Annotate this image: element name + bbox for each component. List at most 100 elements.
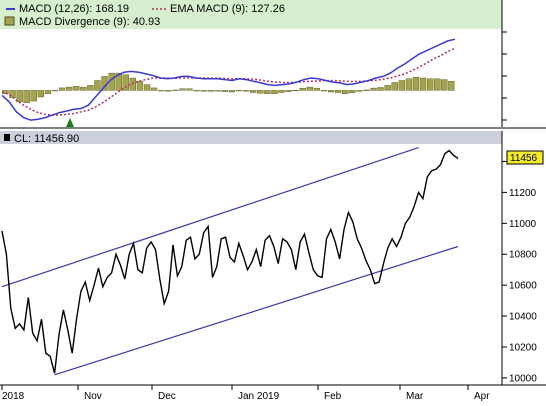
divergence-bar	[115, 72, 122, 91]
price-header-label: CL: 11456.90	[14, 133, 79, 145]
price-axis-label: 10400	[509, 312, 537, 323]
divergence-bar	[448, 81, 455, 91]
x-axis-label: Apr	[474, 391, 490, 402]
x-axis-label: Dec	[158, 391, 176, 402]
macd-panel: MACD (12,26): 168.19 EMA MACD (9): 127.2…	[0, 0, 507, 127]
price-header: CL: 11456.90	[0, 131, 502, 145]
divergence-bar	[419, 77, 427, 91]
x-axis-label: Nov	[84, 391, 102, 402]
x-axis-label: Jan 2019	[238, 391, 280, 402]
divergence-bar	[235, 90, 243, 92]
divergence-bar	[51, 90, 59, 92]
divergence-bar	[441, 79, 448, 91]
divergence-bar	[264, 90, 271, 94]
price-axis-label: 11000	[509, 219, 537, 230]
divergence-bar	[292, 89, 299, 91]
x-axis-label: Mar	[406, 391, 424, 402]
divergence-bar	[165, 90, 172, 92]
price-axis-label: 10800	[509, 250, 537, 261]
divergence-bar	[384, 85, 391, 91]
divergence-bar	[16, 90, 23, 103]
divergence-bar	[94, 80, 101, 91]
price-axis-label: 11200	[509, 188, 537, 199]
last-price-badge-text: 11456	[510, 153, 538, 164]
price-line	[1, 149, 459, 374]
divergence-bar	[157, 90, 165, 92]
divergence-bar	[23, 90, 30, 104]
divergence-bar	[150, 87, 158, 91]
price-axis-label: 10200	[509, 343, 537, 354]
divergence-bar	[193, 90, 200, 92]
price-panel: 10000 10200 10400 10600 10800 11000 11200 1145…	[1, 131, 544, 385]
divergence-bar	[228, 90, 236, 93]
macd-axis-ticks	[502, 31, 507, 121]
divergence-bar	[335, 90, 342, 93]
x-axis-label: Feb	[324, 391, 342, 402]
ema-macd-line	[1, 47, 456, 116]
divergence-bar	[58, 87, 66, 91]
divergence-bar	[320, 90, 328, 92]
macd-plot-area	[0, 29, 502, 127]
macd-legend-label: MACD (12,26): 168.19	[19, 3, 129, 15]
divergence-bar	[257, 90, 264, 94]
divergence-bar	[299, 88, 306, 91]
divergence-bar	[87, 85, 94, 91]
divergence-bar	[44, 90, 52, 94]
divergence-bar	[172, 89, 179, 91]
divergence-bar	[136, 81, 144, 91]
divergence-bar	[143, 84, 151, 91]
x-axis-label: 2018	[2, 391, 25, 402]
divergence-bar	[370, 87, 377, 91]
divergence-bar	[278, 90, 285, 93]
divergence-bar	[391, 82, 398, 91]
price-header-bg	[0, 131, 502, 144]
divergence-bar	[186, 88, 193, 91]
divergence-legend-label: MACD Divergence (9): 40.93	[19, 16, 160, 28]
macd-divergence-bars	[2, 72, 455, 104]
divergence-bar	[200, 90, 207, 92]
last-price-badge	[506, 150, 544, 165]
divergence-legend-swatch	[4, 16, 15, 26]
signal-marker-up-icon	[66, 118, 74, 127]
divergence-bar	[214, 90, 221, 92]
divergence-bar	[342, 90, 349, 94]
divergence-bar	[313, 88, 320, 91]
channel-lower-line	[54, 245, 459, 376]
divergence-bar	[377, 87, 384, 91]
macd-line	[1, 38, 456, 121]
divergence-bar	[427, 78, 434, 91]
divergence-bar	[129, 77, 136, 91]
divergence-bar	[434, 78, 441, 91]
divergence-bar	[405, 78, 413, 91]
divergence-bar	[9, 90, 16, 99]
divergence-bar	[363, 89, 370, 91]
divergence-bar	[306, 86, 313, 91]
divergence-bar	[398, 80, 405, 91]
divergence-bar	[249, 90, 257, 93]
divergence-bar	[285, 90, 292, 92]
divergence-bar	[73, 85, 80, 91]
ema-legend-label: EMA MACD (9): 127.26	[170, 3, 285, 15]
divergence-bar	[122, 74, 129, 91]
divergence-bar	[65, 86, 73, 91]
divergence-bar	[179, 88, 186, 91]
price-y-axis: 10000 10200 10400 10600 10800 11000 11200	[502, 160, 537, 384]
divergence-bar	[356, 90, 363, 92]
x-axis: 2018 Nov Dec Jan 2019 Feb Mar Apr	[1, 385, 490, 402]
divergence-bar	[412, 76, 420, 91]
divergence-bar	[37, 90, 45, 98]
divergence-bar	[30, 90, 37, 102]
divergence-bar	[80, 86, 87, 91]
channel-upper-line	[1, 146, 419, 288]
divergence-bar	[271, 90, 278, 94]
divergence-bar	[207, 90, 214, 92]
series-square-icon	[4, 134, 10, 141]
divergence-bar	[221, 90, 228, 92]
divergence-bar	[327, 90, 335, 93]
divergence-bar	[242, 90, 250, 92]
divergence-bar	[349, 90, 356, 93]
price-axis-label: 10000	[509, 373, 537, 384]
price-axis-label: 10600	[509, 281, 537, 292]
